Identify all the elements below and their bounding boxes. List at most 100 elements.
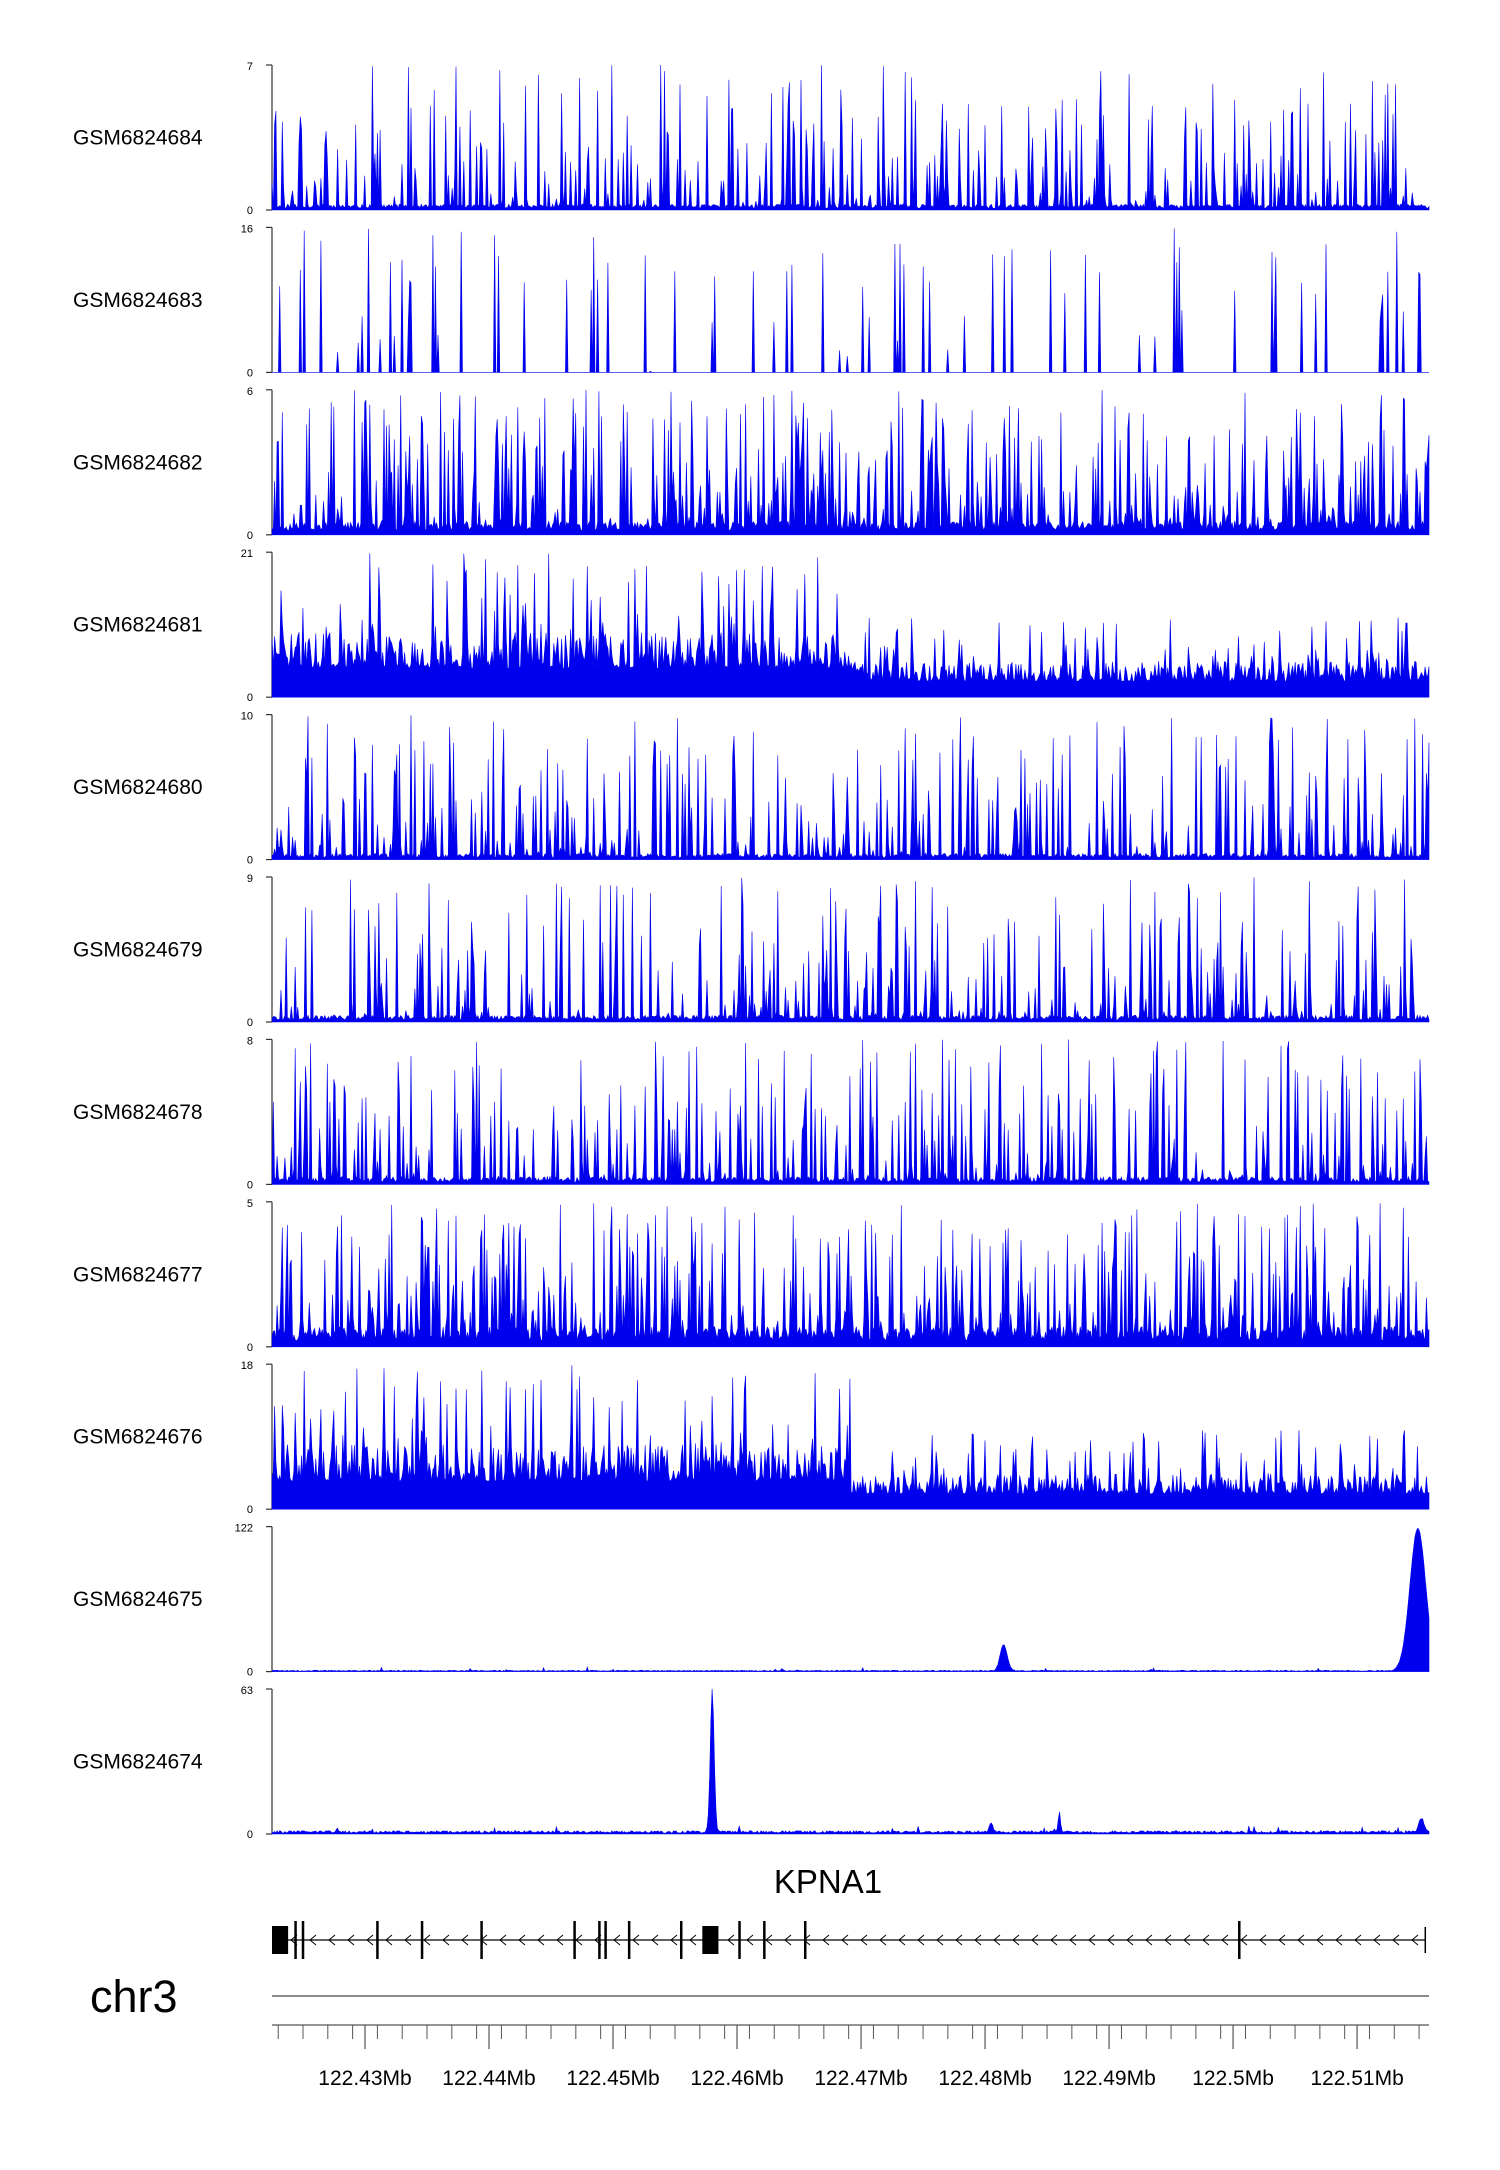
track-label: GSM6824683 bbox=[73, 289, 203, 312]
track-GSM6824679: GSM6824679 9 0 bbox=[73, 873, 1430, 1029]
signal-area bbox=[271, 1203, 1430, 1348]
x-tick-label: 122.49Mb bbox=[1062, 2067, 1155, 2090]
track-GSM6824675: GSM6824675 122 0 bbox=[73, 1523, 1430, 1679]
strand-arrow bbox=[917, 1934, 925, 1946]
signal-area bbox=[271, 877, 1430, 1023]
strand-arrow bbox=[1126, 1934, 1134, 1946]
exon bbox=[803, 1921, 807, 1959]
strand-arrow bbox=[1411, 1934, 1419, 1946]
y-min-label: 0 bbox=[247, 1667, 253, 1679]
exon bbox=[376, 1921, 379, 1959]
exon bbox=[573, 1921, 576, 1959]
y-max-label: 7 bbox=[247, 61, 253, 73]
strand-arrow bbox=[575, 1934, 583, 1946]
y-max-label: 63 bbox=[241, 1685, 253, 1697]
track-label: GSM6824684 bbox=[73, 127, 203, 150]
gene-track: KPNA1 bbox=[272, 1863, 1427, 1959]
signal-area bbox=[271, 553, 1430, 698]
strand-arrow bbox=[442, 1934, 450, 1946]
x-tick-label: 122.44Mb bbox=[442, 2067, 535, 2090]
track-label: GSM6824677 bbox=[73, 1263, 203, 1286]
strand-arrow bbox=[822, 1934, 830, 1946]
y-min-label: 0 bbox=[247, 205, 253, 217]
y-max-label: 122 bbox=[235, 1523, 253, 1535]
y-min-label: 0 bbox=[247, 530, 253, 542]
track-label: GSM6824675 bbox=[73, 1588, 203, 1611]
track-GSM6824682: GSM6824682 6 0 bbox=[73, 386, 1430, 542]
signal-area bbox=[271, 1528, 1430, 1672]
strand-arrow bbox=[1145, 1934, 1153, 1946]
y-max-label: 18 bbox=[241, 1360, 253, 1372]
strand-arrow bbox=[879, 1934, 887, 1946]
y-min-label: 0 bbox=[247, 1504, 253, 1516]
strand-arrow bbox=[1354, 1934, 1362, 1946]
strand-arrow bbox=[1316, 1934, 1324, 1946]
y-max-label: 9 bbox=[247, 873, 253, 885]
strand-arrow bbox=[689, 1934, 697, 1946]
strand-arrow bbox=[1069, 1934, 1077, 1946]
strand-arrow bbox=[385, 1934, 393, 1946]
exon bbox=[763, 1921, 766, 1959]
signal-tracks: GSM682468470GSM6824683160GSM682468260GSM… bbox=[73, 61, 1430, 1841]
track-GSM6824680: GSM6824680 10 0 bbox=[73, 711, 1430, 867]
exon bbox=[420, 1921, 424, 1959]
strand-arrow bbox=[955, 1934, 963, 1946]
track-GSM6824681: GSM6824681 21 0 bbox=[73, 548, 1430, 704]
strand-arrow bbox=[366, 1934, 374, 1946]
y-max-label: 5 bbox=[247, 1198, 253, 1210]
strand-arrow bbox=[1373, 1934, 1381, 1946]
track-label: GSM6824682 bbox=[73, 451, 203, 474]
strand-arrow bbox=[1012, 1934, 1020, 1946]
y-max-label: 8 bbox=[247, 1035, 253, 1047]
track-GSM6824676: GSM6824676 18 0 bbox=[73, 1360, 1430, 1516]
strand-arrow bbox=[499, 1934, 507, 1946]
track-GSM6824678: GSM6824678 8 0 bbox=[73, 1035, 1430, 1191]
strand-arrow bbox=[1031, 1934, 1039, 1946]
y-min-label: 0 bbox=[247, 1342, 253, 1354]
strand-arrow bbox=[518, 1934, 526, 1946]
strand-arrow bbox=[632, 1934, 640, 1946]
strand-arrow bbox=[936, 1934, 944, 1946]
y-min-label: 0 bbox=[247, 1017, 253, 1029]
track-GSM6824684: GSM6824684 7 0 bbox=[73, 61, 1430, 217]
track-GSM6824677: GSM6824677 5 0 bbox=[73, 1198, 1430, 1354]
signal-area bbox=[271, 389, 1430, 536]
strand-arrow bbox=[1240, 1934, 1248, 1946]
x-tick-label: 122.5Mb bbox=[1192, 2067, 1274, 2090]
exon bbox=[294, 1921, 297, 1959]
strand-arrow bbox=[727, 1934, 735, 1946]
strand-arrow bbox=[328, 1934, 336, 1946]
strand-arrow bbox=[423, 1934, 431, 1946]
strand-arrow bbox=[1297, 1934, 1305, 1946]
signal-area bbox=[272, 228, 1429, 373]
x-tick-label: 122.51Mb bbox=[1310, 2067, 1403, 2090]
strand-arrow bbox=[1202, 1934, 1210, 1946]
strand-arrow bbox=[670, 1934, 678, 1946]
strand-arrow bbox=[461, 1934, 469, 1946]
strand-arrow bbox=[556, 1934, 564, 1946]
track-label: GSM6824676 bbox=[73, 1426, 203, 1449]
strand-arrow bbox=[1392, 1934, 1400, 1946]
chromosome-label: chr3 bbox=[90, 1971, 178, 2022]
strand-arrow bbox=[404, 1934, 412, 1946]
strand-arrow bbox=[613, 1934, 621, 1946]
track-GSM6824674: GSM6824674 63 0 bbox=[73, 1685, 1430, 1841]
exon bbox=[679, 1921, 683, 1959]
signal-area bbox=[271, 1365, 1430, 1510]
track-label: GSM6824678 bbox=[73, 1101, 203, 1124]
x-tick-label: 122.43Mb bbox=[318, 2067, 411, 2090]
exon bbox=[272, 1926, 289, 1954]
strand-arrow bbox=[765, 1934, 773, 1946]
y-min-label: 0 bbox=[247, 855, 253, 867]
signal-area bbox=[271, 64, 1430, 211]
y-min-label: 0 bbox=[247, 1179, 253, 1191]
exon bbox=[598, 1921, 601, 1959]
exon bbox=[604, 1921, 607, 1959]
strand-arrow bbox=[1050, 1934, 1058, 1946]
strand-arrow bbox=[1278, 1934, 1286, 1946]
x-tick-label: 122.46Mb bbox=[690, 2067, 783, 2090]
track-GSM6824683: GSM6824683 16 0 bbox=[73, 223, 1429, 379]
exon bbox=[702, 1926, 719, 1954]
x-tick-label: 122.48Mb bbox=[938, 2067, 1031, 2090]
